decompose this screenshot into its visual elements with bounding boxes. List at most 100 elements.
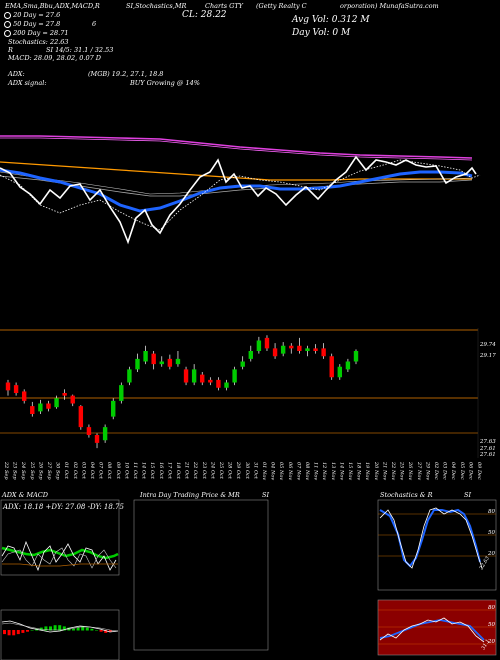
header-title-chart: Charts GTY	[205, 2, 243, 10]
adx-signal: ADX signal:	[8, 79, 47, 87]
date-label: 22 Oct	[192, 461, 198, 480]
date-label: 07 Nov	[295, 462, 301, 480]
date-label: 02 Oct	[72, 462, 78, 480]
date-label: 24 Oct	[209, 461, 215, 480]
candle-body	[135, 358, 140, 370]
sma-50-line	[0, 175, 473, 197]
date-label: 04 Oct	[89, 462, 95, 480]
candle-body	[21, 391, 27, 401]
date-label: 14 Oct	[141, 462, 147, 480]
date-label: 25 Sep	[29, 461, 35, 480]
stoch-tick-50: 50	[488, 530, 495, 536]
date-label: 14 Nov	[338, 462, 344, 480]
moving-average-lines	[0, 135, 481, 245]
date-label: 20 Nov	[373, 461, 379, 480]
candle-body	[151, 353, 156, 365]
date-label: 16 Oct	[158, 462, 164, 480]
candle-body	[46, 403, 51, 409]
macd-line-white	[1, 620, 119, 633]
legend-200day: 200 Day = 28.71	[4, 29, 69, 37]
date-label: 19 Nov	[364, 462, 370, 480]
candle-body	[5, 382, 11, 391]
macd-bar	[72, 628, 75, 631]
macd-signal-line	[1, 622, 119, 632]
candle-body	[167, 358, 173, 367]
rsi-panel-frame	[377, 599, 497, 656]
date-label: 31 Oct	[252, 462, 258, 480]
date-label: 04 Dec	[450, 462, 456, 480]
price-tick-2: 29.17	[479, 353, 496, 359]
date-label: 17 Oct	[166, 462, 172, 480]
date-label: 23 Sep	[12, 461, 18, 480]
legend-20day: 20 Day = 27.6	[4, 11, 60, 19]
stoch-tick-80: 80	[488, 509, 495, 515]
macd-bar	[81, 626, 85, 631]
macd-panel-frame	[0, 609, 120, 660]
header-company-tail: orporation) MunafaSutra.com	[340, 2, 439, 10]
date-label: 12 Nov	[321, 462, 327, 480]
adx-mid: (MGB) 19.2, 27.1, 18.8	[88, 70, 164, 78]
date-label: 15 Oct	[149, 462, 155, 480]
candle-body	[94, 435, 100, 443]
stoch-blue-line	[379, 508, 481, 568]
candle-body	[200, 374, 205, 383]
rsi-tick-50: 50	[488, 622, 495, 628]
legend-20day-label: 20 Day = 27.6	[13, 11, 61, 19]
macd-line: MACD: 28.09, 28.02, 0.07 D	[8, 54, 102, 62]
date-label: 15 Nov	[347, 462, 353, 480]
candle-body	[321, 348, 326, 357]
macd-bar	[104, 630, 108, 633]
intraday-panel-frame	[133, 499, 269, 651]
rsi-value: SI 14/5: 31.1 / 32.53	[46, 46, 114, 54]
macd-bar	[85, 627, 89, 631]
macd-bar	[7, 630, 11, 636]
circle-icon	[4, 11, 11, 19]
candle-body	[264, 337, 270, 349]
date-label: 24 Sep	[20, 461, 26, 480]
legend-extra: 6	[92, 20, 97, 28]
price-tick-3: 27.63	[479, 439, 496, 445]
macd-bar	[3, 630, 6, 635]
date-label: 30 Sep	[55, 462, 61, 480]
date-label: 05 Nov	[278, 462, 284, 480]
candle-body	[143, 351, 148, 362]
date-label: 27 Sep	[46, 461, 52, 480]
date-label: 26 Nov	[407, 461, 413, 480]
candle-body	[289, 345, 294, 349]
candle-body	[232, 369, 237, 383]
price-tick-5: 27.61	[479, 452, 496, 458]
macd-bar	[53, 625, 57, 631]
rsi-tick-20: 20	[487, 639, 495, 645]
candle-body	[345, 361, 351, 370]
candle-body	[224, 382, 229, 388]
candle-body	[175, 358, 181, 365]
candles-group	[5, 335, 359, 449]
stoch-panel-title: Stochastics & R	[380, 491, 433, 499]
candle-body	[297, 345, 302, 351]
circle-icon	[4, 29, 11, 37]
date-label: 03 Oct	[80, 462, 86, 480]
macd-bar	[26, 630, 29, 632]
legend-200day-label: 200 Day = 28.71	[13, 29, 69, 37]
candle-body	[38, 403, 43, 412]
date-label: 05 Dec	[459, 462, 465, 480]
date-label: 02 Dec	[433, 462, 439, 480]
rsi-label: R	[8, 46, 13, 54]
candle-body	[305, 348, 310, 351]
macd-bar	[76, 627, 80, 631]
stoch-tick-20: 20	[487, 551, 495, 557]
date-label: 11 Nov	[313, 462, 319, 480]
header-company: (Getty Realty C	[256, 2, 307, 10]
candle-body	[62, 393, 67, 396]
date-label: 09 Dec	[476, 462, 482, 480]
price-tick-4: 27.61	[479, 446, 496, 452]
date-label: 28 Oct	[227, 461, 233, 480]
stochastics-line: Stochastics: 22.63	[8, 38, 69, 46]
date-label: 10 Oct	[123, 462, 129, 480]
candle-body	[248, 351, 253, 359]
candle-body	[159, 361, 164, 365]
date-label: 30 Oct	[244, 462, 250, 480]
avg-vol-label: Avg Vol: 0.312 M	[292, 15, 370, 25]
day-vol-label: Day Vol: 0 M	[292, 28, 351, 38]
date-axis-labels: 22 Sep 23 Sep 24 Sep 25 Sep 26 Sep 27 Sep 30 S…	[3, 461, 482, 480]
